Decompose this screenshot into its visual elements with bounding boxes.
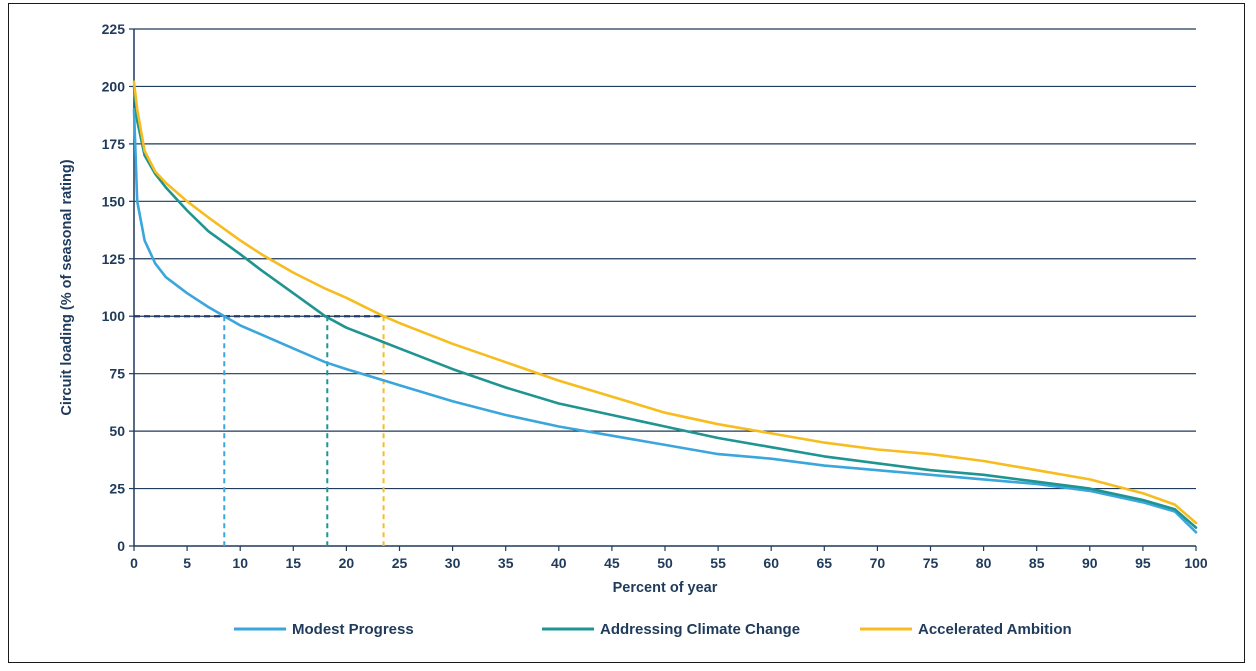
y-tick-label: 25: [109, 481, 125, 497]
y-tick-label: 150: [102, 193, 126, 209]
legend: Modest Progress Addressing Climate Change…: [234, 621, 1072, 638]
series-line-2: [132, 80, 1198, 525]
x-tick-label: 70: [870, 555, 886, 571]
x-tick-label: 5: [183, 555, 191, 571]
x-tick-label: 60: [763, 555, 779, 571]
y-tick-label: 50: [109, 423, 125, 439]
x-tick-label: 10: [232, 555, 248, 571]
y-axis-title: Circuit loading (% of seasonal rating): [59, 159, 75, 415]
x-tick-label: 20: [339, 555, 355, 571]
x-tick-label: 80: [976, 555, 992, 571]
y-tick-labels: 0 25 50 75 100 125 150 175 200 225: [102, 21, 126, 554]
x-tick-label: 15: [286, 555, 302, 571]
y-tick-label: 75: [109, 366, 125, 382]
x-tick-labels: 0 5 10 15 20 25 30 35 40 45 50 55 60 65 70 75 80 85 90 95 10…: [130, 555, 1208, 571]
x-tick-label: 0: [130, 555, 138, 571]
threshold-lines: [134, 315, 385, 546]
x-axis-title: Percent of year: [613, 580, 718, 596]
x-tick-label: 85: [1029, 555, 1045, 571]
x-tick-label: 95: [1135, 555, 1151, 571]
chart-frame: 0 25 50 75 100 125 150 175 200 225 0 5 10 15 20 25 30 35…: [8, 3, 1245, 663]
x-tick-label: 40: [551, 555, 567, 571]
x-tick-label: 25: [392, 555, 408, 571]
series-line-0: [132, 108, 1198, 534]
legend-label-1: Addressing Climate Change: [600, 621, 800, 638]
x-tick-label: 100: [1184, 555, 1208, 571]
x-tick-label: 75: [923, 555, 939, 571]
y-tick-label: 175: [102, 136, 126, 152]
legend-label-0: Modest Progress: [292, 621, 414, 638]
series-line-1: [132, 85, 1198, 529]
x-tick-label: 50: [657, 555, 673, 571]
x-tick-label: 35: [498, 555, 514, 571]
y-tick-label: 200: [102, 78, 126, 94]
y-tick-label: 125: [102, 251, 126, 267]
y-tick-label: 100: [102, 308, 126, 324]
gridlines: [134, 28, 1196, 490]
x-tick-label: 45: [604, 555, 620, 571]
line-chart: 0 25 50 75 100 125 150 175 200 225 0 5 10 15 20 25 30 35…: [59, 21, 1208, 638]
series-lines: [132, 80, 1198, 534]
x-tick-label: 65: [817, 555, 833, 571]
legend-label-2: Accelerated Ambition: [918, 621, 1072, 638]
x-tick-label: 55: [710, 555, 726, 571]
x-tick-label: 30: [445, 555, 461, 571]
y-tick-label: 225: [102, 21, 126, 37]
x-tick-label: 90: [1082, 555, 1098, 571]
y-tick-label: 0: [117, 538, 125, 554]
